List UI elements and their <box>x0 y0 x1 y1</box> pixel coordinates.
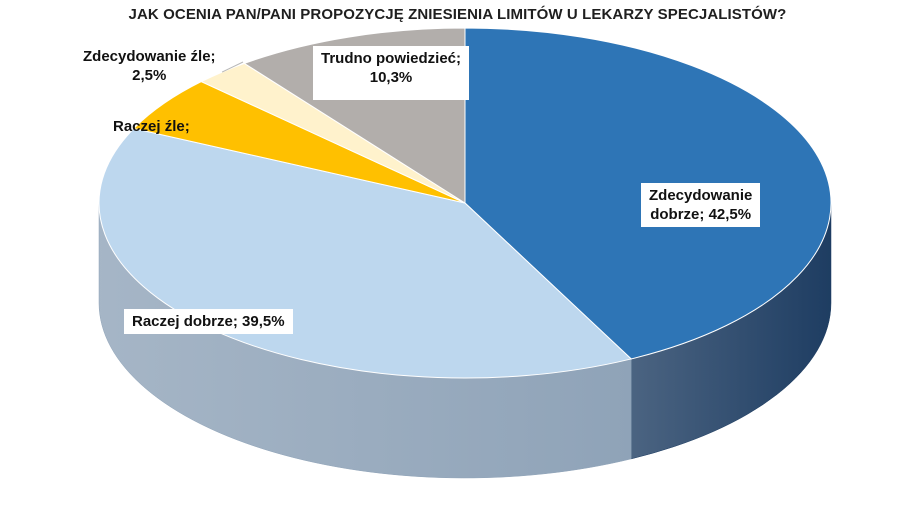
data-label-raczej-dobrze: Raczej dobrze; 39,5% <box>124 309 293 334</box>
data-label-raczej-zle: Raczej źle; <box>113 118 190 135</box>
data-label-trudno-powiedziec: Trudno powiedzieć; 10,3% <box>313 46 470 100</box>
leader-line-zdecydowanie-zle <box>221 61 244 73</box>
data-label-zdecydowanie-dobrze: Zdecydowanie dobrze; 42,5% <box>641 183 761 227</box>
chart-title: JAK OCENIA PAN/PANI PROPOZYCJĘ ZNIESIENI… <box>128 6 787 23</box>
data-label-zdecydowanie-zle: Zdecydowanie źle; 2,5% <box>83 48 216 84</box>
